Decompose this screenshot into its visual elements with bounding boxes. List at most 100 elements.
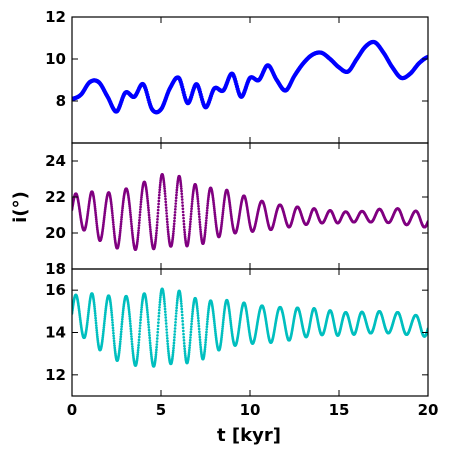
data-point [120,211,124,214]
data-point [128,208,132,212]
data-point [174,202,178,205]
data-point [221,209,225,212]
data-point [112,334,115,338]
data-point [146,199,150,203]
data-point [86,317,90,320]
y-tick-label: 8 [56,92,66,110]
data-point [147,211,151,214]
data-point [128,206,132,210]
data-point [221,213,225,216]
y-tick-label: 12 [45,366,66,384]
data-point [187,234,191,238]
data-point [131,351,135,355]
data-point [165,209,168,212]
data-point [128,204,132,208]
data-point [174,196,178,200]
data-point [180,313,184,317]
data-point [172,227,176,231]
data-point [196,199,200,203]
data-point [131,349,135,353]
data-point [137,343,140,347]
data-point [112,339,116,343]
data-point [103,315,107,319]
data-point [121,309,125,312]
data-point [128,322,132,325]
data-point [149,348,153,352]
data-point [130,227,134,230]
data-point [113,346,117,350]
data-point [181,326,185,330]
data-point [183,228,186,232]
data-point [157,321,160,324]
data-point [118,344,122,348]
data-point [206,311,210,314]
data-point [190,317,194,321]
data-point [140,303,144,307]
data-point [149,346,152,350]
data-point [214,217,217,220]
data-point [198,338,202,342]
data-point [157,193,161,197]
data-point [165,328,168,331]
data-point [164,313,167,316]
data-point [138,216,142,219]
data-point [136,355,139,359]
data-point [128,319,132,323]
data-point [166,342,170,346]
data-point [110,209,114,213]
data-point [110,205,113,209]
data-point [93,311,97,315]
data-point [198,333,201,336]
data-point [130,335,133,338]
data-point [136,351,140,354]
data-point [158,183,162,187]
data-point [181,316,184,320]
data-point [148,220,152,224]
data-point [212,203,216,206]
data-point [129,217,133,221]
data-point [102,321,106,325]
data-point [174,314,178,318]
data-point [175,191,178,194]
y-tick-label: 24 [45,152,66,170]
x-tick-label: 20 [418,401,439,419]
y-axis-label: i(°) [10,191,31,223]
data-point [220,221,224,224]
data-point [165,214,169,218]
data-point [222,204,225,208]
data-point [121,315,124,319]
data-point [158,303,162,307]
data-point [195,305,199,309]
data-point [149,344,152,347]
data-point [198,340,202,344]
y-tick-label: 20 [45,224,66,242]
data-point [166,223,169,226]
data-point [129,220,133,223]
data-point [118,348,121,352]
data-point [93,207,97,211]
data-point [120,215,123,219]
data-point [102,324,106,327]
data-point [94,321,98,325]
data-point [112,342,116,345]
data-point [172,346,175,350]
data-point [136,348,140,352]
data-point [110,211,114,215]
series-points-2 [72,287,428,368]
data-point [188,227,192,231]
data-point [221,320,225,324]
data-point [120,320,124,324]
data-point [95,222,99,225]
data-point [139,321,142,325]
data-point [213,321,216,325]
data-point [156,211,160,215]
data-point [181,323,185,326]
data-point [157,199,161,203]
data-point [206,199,210,203]
data-point [198,225,202,229]
data-point [120,218,123,221]
data-point [165,325,168,328]
data-point [139,318,142,322]
data-point [197,324,201,328]
data-point [147,208,150,212]
